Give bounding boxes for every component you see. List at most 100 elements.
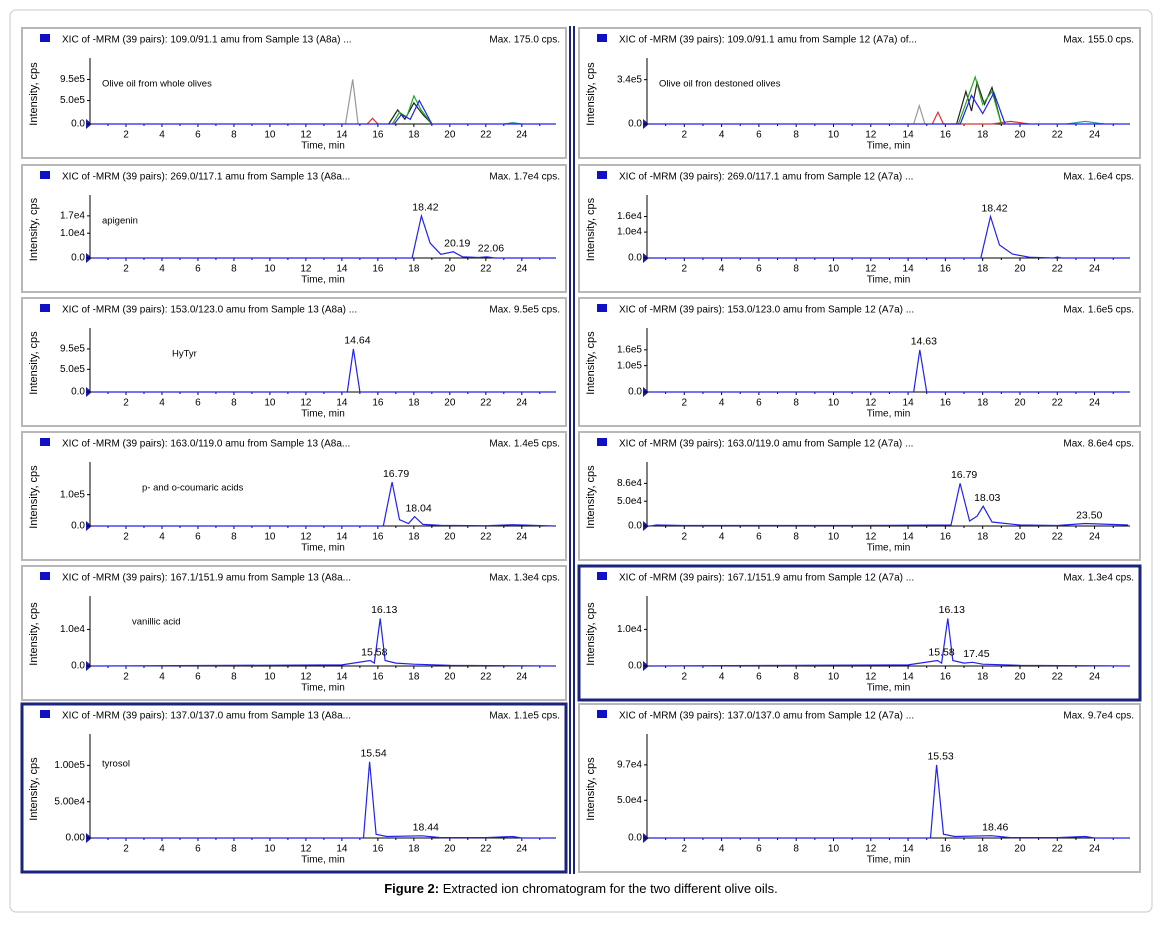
peak-label: 18.44 bbox=[413, 822, 439, 834]
y-axis-label: Intensity, cps bbox=[28, 465, 40, 529]
trace bbox=[957, 74, 1002, 125]
annotation: tyrosol bbox=[102, 759, 130, 770]
x-tick-label: 18 bbox=[977, 844, 989, 855]
y-tick-label: 5.0e4 bbox=[617, 795, 642, 806]
panel-title: XIC of -MRM (39 pairs): 167.1/151.9 amu … bbox=[62, 573, 351, 584]
y-tick-label: 1.0e4 bbox=[617, 624, 642, 635]
panel-title: XIC of -MRM (39 pairs): 137.0/137.0 amu … bbox=[619, 711, 914, 722]
x-tick-label: 16 bbox=[940, 264, 952, 275]
x-tick-label: 12 bbox=[865, 672, 877, 683]
peak-label: 16.79 bbox=[951, 469, 977, 481]
y-tick-label: 0.0 bbox=[628, 119, 642, 130]
panel-title: XIC of -MRM (39 pairs): 269.0/117.1 amu … bbox=[619, 172, 913, 183]
x-tick-label: 12 bbox=[865, 532, 877, 543]
x-tick-label: 8 bbox=[793, 264, 799, 275]
caption-label: Figure 2: bbox=[384, 881, 439, 896]
x-axis-label: Time, min bbox=[867, 141, 911, 152]
x-tick-label: 22 bbox=[1052, 844, 1064, 855]
x-tick-label: 4 bbox=[719, 672, 725, 683]
x-tick-label: 10 bbox=[264, 844, 276, 855]
x-tick-label: 4 bbox=[719, 532, 725, 543]
y-tick-label: 1.7e4 bbox=[60, 211, 85, 222]
y-axis-label: Intensity, cps bbox=[585, 465, 597, 529]
x-tick-label: 10 bbox=[828, 844, 840, 855]
x-tick-label: 8 bbox=[231, 844, 237, 855]
max-label: Max. 1.4e5 cps. bbox=[489, 439, 560, 450]
x-tick-label: 22 bbox=[480, 398, 492, 409]
y-tick-label: 1.0e5 bbox=[60, 489, 85, 500]
x-tick-label: 4 bbox=[159, 130, 165, 141]
x-tick-label: 2 bbox=[682, 130, 688, 141]
annotation: Olive oil fron destoned olives bbox=[659, 79, 781, 90]
x-axis-label: Time, min bbox=[301, 855, 345, 866]
max-label: Max. 1.6e4 cps. bbox=[1063, 172, 1134, 183]
x-tick-label: 8 bbox=[793, 672, 799, 683]
x-tick-label: 24 bbox=[516, 532, 528, 543]
x-tick-label: 24 bbox=[1089, 264, 1101, 275]
peak-label: 15.58 bbox=[361, 646, 387, 658]
x-tick-label: 16 bbox=[372, 532, 384, 543]
x-tick-label: 18 bbox=[408, 532, 420, 543]
x-tick-label: 18 bbox=[408, 844, 420, 855]
x-tick-label: 2 bbox=[123, 532, 129, 543]
y-axis-label: Intensity, cps bbox=[28, 602, 40, 666]
x-axis-label: Time, min bbox=[301, 543, 345, 554]
y-axis-label: Intensity, cps bbox=[585, 757, 597, 821]
x-tick-label: 4 bbox=[159, 672, 165, 683]
x-axis-label: Time, min bbox=[867, 543, 911, 554]
panel-icon bbox=[40, 710, 50, 718]
x-tick-label: 12 bbox=[865, 130, 877, 141]
annotation: HyTyr bbox=[172, 349, 197, 360]
x-axis-label: Time, min bbox=[301, 275, 345, 286]
panel-icon bbox=[597, 438, 607, 446]
x-tick-label: 2 bbox=[123, 398, 129, 409]
trace bbox=[366, 117, 379, 125]
x-tick-label: 10 bbox=[828, 264, 840, 275]
peak-label: 17.45 bbox=[963, 648, 989, 660]
panel bbox=[577, 564, 1142, 702]
max-label: Max. 1.6e5 cps. bbox=[1063, 305, 1134, 316]
panel bbox=[21, 27, 567, 159]
x-tick-label: 6 bbox=[756, 532, 762, 543]
panel-title: XIC of -MRM (39 pairs): 153.0/123.0 amu … bbox=[62, 305, 357, 316]
x-tick-label: 20 bbox=[1014, 398, 1026, 409]
y-tick-label: 0.0 bbox=[71, 521, 85, 532]
x-axis-label: Time, min bbox=[867, 855, 911, 866]
y-tick-label: 0.0 bbox=[71, 387, 85, 398]
x-tick-label: 18 bbox=[977, 398, 989, 409]
max-label: Max. 1.1e5 cps. bbox=[489, 711, 560, 722]
peak-label: 18.04 bbox=[405, 502, 431, 514]
peak-label: 15.58 bbox=[928, 646, 954, 658]
y-tick-label: 0.0 bbox=[71, 253, 85, 264]
x-tick-label: 14 bbox=[336, 398, 348, 409]
x-tick-label: 12 bbox=[300, 532, 312, 543]
x-tick-label: 22 bbox=[1052, 672, 1064, 683]
max-label: Max. 155.0 cps. bbox=[1063, 35, 1134, 46]
trace bbox=[650, 483, 1129, 527]
trace bbox=[1066, 120, 1104, 125]
y-tick-label: 5.0e5 bbox=[60, 95, 85, 106]
panel-title: XIC of -MRM (39 pairs): 163.0/119.0 amu … bbox=[62, 439, 350, 450]
x-tick-label: 8 bbox=[793, 532, 799, 543]
panel-title: XIC of -MRM (39 pairs): 167.1/151.9 amu … bbox=[619, 573, 914, 584]
x-tick-label: 24 bbox=[516, 264, 528, 275]
x-tick-label: 16 bbox=[940, 844, 952, 855]
x-tick-label: 2 bbox=[123, 130, 129, 141]
x-tick-label: 22 bbox=[480, 130, 492, 141]
x-tick-label: 24 bbox=[1089, 532, 1101, 543]
y-axis-label: Intensity, cps bbox=[585, 197, 597, 261]
x-tick-label: 6 bbox=[756, 130, 762, 141]
x-tick-label: 10 bbox=[264, 532, 276, 543]
panel-icon bbox=[40, 304, 50, 312]
y-tick-label: 1.6e4 bbox=[617, 211, 642, 222]
panel bbox=[21, 431, 567, 561]
panel bbox=[578, 164, 1141, 293]
trace bbox=[650, 91, 1129, 125]
trace bbox=[650, 214, 1129, 259]
x-tick-label: 16 bbox=[372, 130, 384, 141]
x-tick-label: 22 bbox=[480, 672, 492, 683]
x-tick-label: 6 bbox=[195, 398, 201, 409]
panel-icon bbox=[597, 34, 607, 42]
x-tick-label: 8 bbox=[231, 532, 237, 543]
x-tick-label: 16 bbox=[372, 398, 384, 409]
